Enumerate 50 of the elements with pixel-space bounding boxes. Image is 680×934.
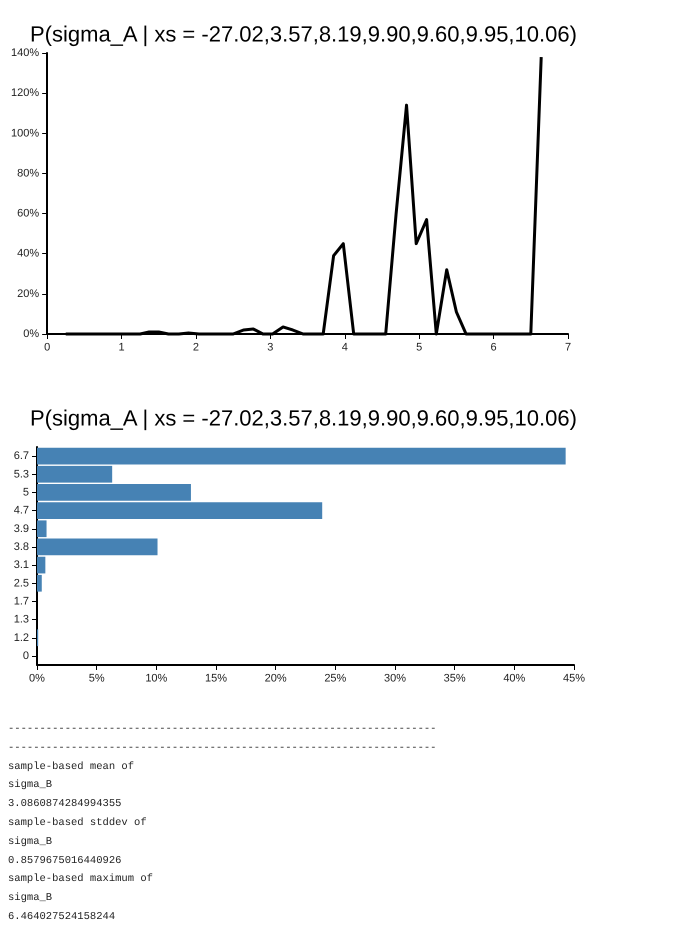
text: 6.464027524158244 (8, 910, 116, 925)
text: sigma_B (8, 891, 54, 906)
y-tick-label: 80% (17, 167, 40, 180)
y-tick-label: 0% (23, 328, 40, 340)
y-tick-label: 40% (17, 248, 40, 260)
text: sample-based maximum of (8, 872, 154, 888)
x-tick-label: 35% (444, 672, 466, 684)
y-tick-label: 1.3 (14, 614, 29, 626)
chart-title: P(sigma_A | xs = -27.02,3.57,8.19,9.90,9.60,9.95,10.06) (30, 22, 577, 46)
text: -------------------------------------------------------------------- (8, 722, 438, 737)
x-tick-label: 15% (204, 672, 228, 684)
x-tick-label: 3 (267, 342, 274, 354)
x-tick-label: 5% (88, 672, 105, 684)
x-tick-label: 2 (192, 342, 200, 354)
text: sigma_B (8, 834, 54, 850)
x-tick-label: 25% (324, 672, 347, 684)
y-tick-label: 3.1 (14, 559, 29, 572)
x-tick-label: 4 (342, 342, 348, 354)
y-tick-label: 3.9 (14, 522, 29, 535)
y-tick-label: 120% (10, 87, 40, 100)
y-tick-label: 3.8 (14, 540, 29, 553)
y-tick-label: 2.5 (14, 577, 29, 590)
text: sample-based stddev of (8, 816, 148, 831)
x-tick-label: 6 (490, 342, 497, 354)
y-tick-label: 0 (22, 650, 29, 662)
y-tick-label: 140% (10, 47, 40, 59)
x-tick-label: 45% (562, 672, 586, 684)
x-tick-label: 30% (384, 672, 406, 684)
y-tick-label: 5.3 (14, 468, 29, 480)
text: sigma_B (8, 778, 54, 794)
text: 0.8579675016440926 (8, 854, 122, 869)
text: 3.0860874284994355 (8, 797, 122, 812)
y-tick-label: 5 (22, 486, 29, 498)
y-tick-label: 4.7 (14, 504, 29, 517)
text: sample-based mean of (8, 760, 136, 775)
chart-title: P(sigma_A | xs = -27.02,3.57,8.19,9.90,9.60,9.95,10.06) (30, 406, 577, 430)
x-tick-label: 0 (44, 342, 50, 354)
y-tick-label: 60% (17, 208, 40, 220)
y-tick-label: 6.7 (14, 450, 29, 462)
x-tick-label: 10% (145, 672, 168, 684)
y-tick-label: 1.2 (14, 632, 29, 644)
y-tick-label: 100% (10, 127, 40, 140)
x-tick-label: 5 (416, 342, 422, 354)
text: -------------------------------------------------------------------- (8, 740, 438, 756)
x-tick-label: 20% (264, 672, 287, 684)
y-tick-label: 1.7 (14, 595, 29, 608)
x-tick-label: 40% (503, 672, 526, 684)
x-tick-label: 7 (564, 342, 572, 354)
y-tick-label: 20% (17, 288, 40, 300)
x-tick-label: 1 (118, 342, 125, 354)
